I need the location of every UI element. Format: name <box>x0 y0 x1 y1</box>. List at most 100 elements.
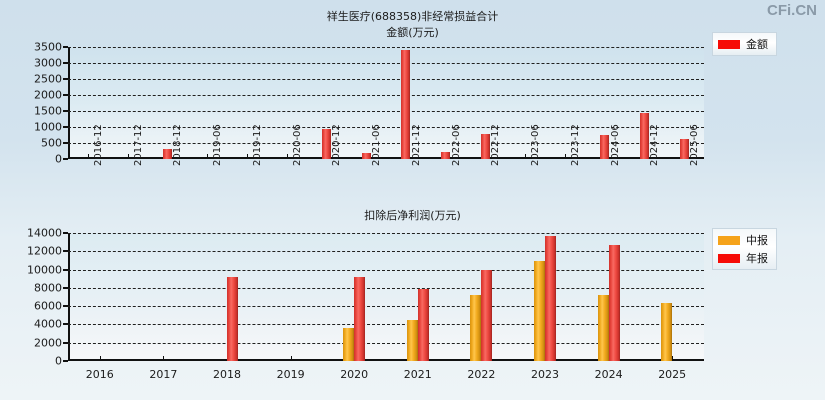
y-tick-label: 3500 <box>34 40 62 54</box>
gridline <box>68 324 704 326</box>
y-tick-mark <box>63 232 68 234</box>
bottom-chart-title: 扣除后净利润(万元) <box>364 209 461 222</box>
x-axis <box>68 359 704 361</box>
y-tick-label: 3000 <box>34 56 62 70</box>
bar[interactable] <box>417 288 429 361</box>
x-tick-label: 2023-12 <box>569 124 581 166</box>
x-axis <box>68 157 704 159</box>
x-tick-mark <box>207 154 209 159</box>
bar[interactable] <box>480 134 490 159</box>
gridline <box>68 269 704 271</box>
x-tick-label: 2022 <box>467 368 496 381</box>
y-tick-mark <box>63 94 68 96</box>
y-tick-mark <box>63 286 68 289</box>
y-tick-label: 12000 <box>27 244 62 258</box>
x-tick-label: 2016 <box>85 368 114 381</box>
bar[interactable] <box>441 151 451 159</box>
y-tick-mark <box>63 323 68 326</box>
x-tick-label: 2020 <box>340 368 369 381</box>
gridline <box>68 233 704 234</box>
bar[interactable] <box>639 113 649 159</box>
y-tick-label: 14000 <box>27 226 62 240</box>
y-tick-mark <box>63 46 68 48</box>
x-tick-mark <box>87 154 89 159</box>
x-tick-label: 2024-12 <box>649 124 661 166</box>
x-tick-label: 2025 <box>658 368 687 381</box>
bar[interactable] <box>481 269 493 361</box>
bar[interactable] <box>401 49 411 159</box>
bar[interactable] <box>361 153 371 159</box>
bar[interactable] <box>597 294 609 361</box>
y-tick-label: 2000 <box>34 336 62 350</box>
y-tick-mark <box>63 268 68 271</box>
legend-color-swatch <box>718 253 740 263</box>
x-tick-label: 2019-06 <box>212 124 224 166</box>
x-tick-mark <box>564 154 566 159</box>
legend-item-label: 年报 <box>746 252 768 265</box>
gridline <box>68 111 704 112</box>
gridline <box>68 251 704 253</box>
x-tick-mark <box>672 356 674 361</box>
y-tick-mark <box>63 305 68 308</box>
legend-color-swatch <box>718 235 740 245</box>
x-tick-label: 2025-06 <box>689 124 701 166</box>
bar[interactable] <box>354 277 366 361</box>
y-axis <box>68 47 70 159</box>
gridline <box>68 79 704 80</box>
bar[interactable] <box>608 244 620 361</box>
legend-bottom-chart[interactable]: 中报年报 <box>712 228 777 270</box>
x-tick-mark <box>99 356 101 361</box>
x-tick-mark <box>246 154 248 159</box>
legend-top-chart[interactable]: 金额 <box>712 32 777 56</box>
x-tick-label: 2018-12 <box>172 124 184 166</box>
x-tick-mark <box>127 154 129 159</box>
gridline <box>68 287 704 289</box>
bar[interactable] <box>321 128 331 159</box>
bar[interactable] <box>162 149 172 159</box>
bar[interactable] <box>679 138 689 159</box>
y-tick-label: 1000 <box>34 120 62 134</box>
x-tick-label: 2024 <box>594 368 623 381</box>
gridline <box>68 143 704 144</box>
gridline <box>68 63 704 64</box>
y-tick-label: 8000 <box>34 281 62 295</box>
legend-item[interactable]: 中报 <box>718 232 768 248</box>
x-tick-mark <box>525 154 527 159</box>
y-tick-label: 500 <box>41 136 62 150</box>
x-tick-label: 2016-12 <box>92 124 104 166</box>
x-tick-label: 2017-12 <box>132 124 144 166</box>
y-tick-label: 4000 <box>34 317 62 331</box>
bar[interactable] <box>534 261 545 361</box>
legend-color-swatch <box>718 39 740 49</box>
legend-item-label: 金额 <box>746 38 768 51</box>
y-axis <box>68 233 70 361</box>
y-tick-mark <box>63 341 68 344</box>
x-tick-label: 2021-12 <box>410 124 422 166</box>
x-tick-label: 2019 <box>276 368 305 381</box>
bar[interactable] <box>227 277 238 361</box>
x-tick-mark <box>290 356 292 361</box>
bar[interactable] <box>343 328 355 361</box>
y-tick-mark <box>63 250 68 253</box>
legend-item[interactable]: 年报 <box>718 250 768 266</box>
x-tick-label: 2022-06 <box>450 124 462 166</box>
bar[interactable] <box>406 319 418 361</box>
bar[interactable] <box>661 303 673 361</box>
bar[interactable] <box>600 134 610 159</box>
watermark: CFi.CN <box>767 2 817 19</box>
x-tick-label: 2019-12 <box>251 124 263 166</box>
x-tick-label: 2017 <box>149 368 178 381</box>
x-tick-mark <box>163 356 165 361</box>
y-tick-mark <box>63 110 68 112</box>
gridline <box>68 306 704 308</box>
x-tick-label: 2024-06 <box>609 124 621 166</box>
y-tick-label: 0 <box>55 354 62 368</box>
bar[interactable] <box>545 236 556 361</box>
bottom-chart-plot-area: 0 2000 4000 6000 8000 10000 12000 14000 2016 2017… <box>27 227 704 381</box>
x-tick-mark <box>286 154 288 159</box>
y-tick-mark <box>63 142 68 144</box>
y-tick-mark <box>63 126 68 128</box>
gridline <box>68 342 704 344</box>
legend-item[interactable]: 金额 <box>718 36 768 52</box>
bar[interactable] <box>470 294 482 361</box>
